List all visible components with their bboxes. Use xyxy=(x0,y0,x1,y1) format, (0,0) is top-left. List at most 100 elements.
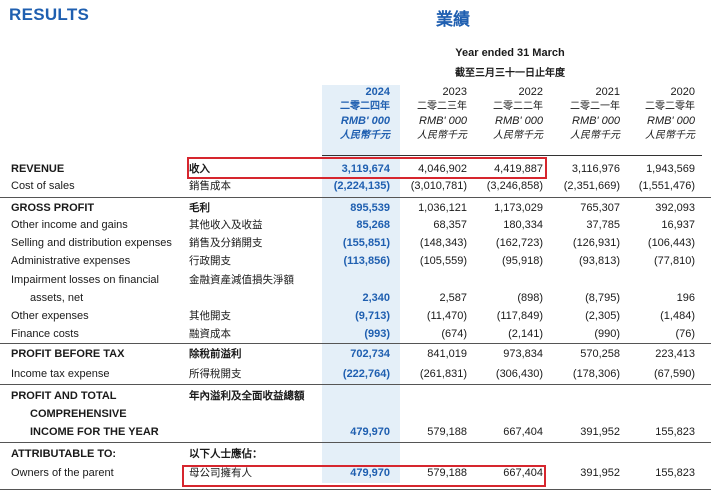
value-cell-2022: 667,404 xyxy=(503,467,543,479)
row-label-zh: 銷售及分銷開支 xyxy=(189,237,263,249)
row-label-en: assets, net xyxy=(30,292,84,304)
row-label-zh: 年內溢利及全面收益總額 xyxy=(189,390,305,402)
value-cell-2024: 895,539 xyxy=(350,202,390,214)
row-label-zh: 除稅前溢利 xyxy=(189,348,242,360)
row-label-en: Administrative expenses xyxy=(11,255,131,267)
year-header-2020: 2020 二零二零年 RMB' 000 人民幣千元 xyxy=(645,86,695,141)
value-cell-2023: 1,036,121 xyxy=(418,202,467,214)
value-cell-2024: (155,851) xyxy=(342,237,390,249)
value-cell-2024: (9,713) xyxy=(355,310,390,322)
section-title-zh: 業績 xyxy=(436,10,470,30)
period-heading-zh: 截至三月三十一日止年度 xyxy=(455,68,565,79)
row-label-zh: 毛利 xyxy=(189,202,210,214)
current-year-column-band xyxy=(322,85,400,483)
value-cell-2024: 2,340 xyxy=(362,292,390,304)
table-row: Owners of the parent 母公司擁有人 479,970 579,188… xyxy=(0,466,711,481)
value-cell-2024: (222,764) xyxy=(342,368,390,380)
value-cell-2020: 16,937 xyxy=(661,219,695,231)
value-cell-2023: 579,188 xyxy=(427,467,467,479)
value-cell-2022: (95,918) xyxy=(502,255,543,267)
value-cell-2020: 1,943,569 xyxy=(646,163,695,175)
row-divider xyxy=(0,489,711,490)
value-cell-2024: 3,119,674 xyxy=(341,163,390,175)
row-label-zh: 其他收入及收益 xyxy=(189,219,263,231)
row-label-zh: 所得稅開支 xyxy=(189,368,242,380)
value-cell-2021: (2,351,669) xyxy=(563,180,620,192)
value-cell-2023: (105,559) xyxy=(419,255,467,267)
value-cell-2020: 223,413 xyxy=(655,348,695,360)
value-cell-2022: (117,849) xyxy=(496,310,543,322)
revenue-highlight-box xyxy=(187,157,547,179)
row-label-en: COMPREHENSIVE xyxy=(30,408,127,420)
value-cell-2024: 85,268 xyxy=(356,219,390,231)
value-cell-2024: (2,224,135) xyxy=(333,180,390,192)
value-cell-2020: (77,810) xyxy=(654,255,695,267)
value-cell-2024: 479,970 xyxy=(350,426,390,438)
value-cell-2023: (3,010,781) xyxy=(410,180,467,192)
table-row: Other income and gains 其他收入及收益 85,268 68,35… xyxy=(0,218,711,233)
table-row: Cost of sales 銷售成本 (2,224,135) (3,010,781) (… xyxy=(0,179,711,194)
value-cell-2022: (898) xyxy=(517,292,543,304)
row-label-en: Income tax expense xyxy=(11,368,110,380)
value-cell-2022: 180,334 xyxy=(503,219,543,231)
row-label-en: Owners of the parent xyxy=(11,467,114,479)
row-label-en: Other expenses xyxy=(11,310,89,322)
row-label-zh: 金融資產減值損失淨額 xyxy=(189,274,294,286)
value-cell-2021: (126,931) xyxy=(572,237,620,249)
value-cell-2021: 765,307 xyxy=(580,202,620,214)
table-row: INCOME FOR THE YEAR 479,970 579,188 667,404… xyxy=(0,425,711,440)
period-heading-en: Year ended 31 March xyxy=(455,47,565,59)
value-cell-2021: (8,795) xyxy=(585,292,620,304)
row-label-en: PROFIT BEFORE TAX xyxy=(11,348,125,360)
table-row: Impairment losses on financial 金融資產減值損失淨額 xyxy=(0,273,711,288)
table-row: COMPREHENSIVE xyxy=(0,407,711,422)
value-cell-2021: 3,116,976 xyxy=(571,163,620,175)
value-cell-2023: (11,470) xyxy=(426,310,467,322)
row-divider xyxy=(0,442,711,443)
year-header-2021: 2021 二零二一年 RMB' 000 人民幣千元 xyxy=(570,86,620,141)
value-cell-2020: (1,484) xyxy=(660,310,695,322)
value-cell-2022: (306,430) xyxy=(495,368,543,380)
row-label-zh: 以下人士應佔： xyxy=(189,448,263,460)
row-label-zh: 其他開支 xyxy=(189,310,231,322)
table-row: Selling and distribution expenses 銷售及分銷開支… xyxy=(0,236,711,251)
value-cell-2023: 68,357 xyxy=(433,219,467,231)
row-label-zh: 行政開支 xyxy=(189,255,231,267)
value-cell-2021: (2,305) xyxy=(585,310,620,322)
table-row: assets, net 2,340 2,587 (898) (8,795) 196 xyxy=(0,291,711,306)
value-cell-2023: 2,587 xyxy=(439,292,467,304)
header-rule xyxy=(322,155,702,156)
value-cell-2020: (106,443) xyxy=(647,237,695,249)
value-cell-2021: (93,813) xyxy=(579,255,620,267)
row-label-zh: 母公司擁有人 xyxy=(189,467,252,479)
row-label-en: Cost of sales xyxy=(11,180,75,192)
row-label-en: GROSS PROFIT xyxy=(11,202,95,214)
value-cell-2022: 667,404 xyxy=(503,426,543,438)
value-cell-2020: 196 xyxy=(676,292,695,304)
value-cell-2024: (993) xyxy=(364,328,390,340)
value-cell-2020: (1,551,476) xyxy=(638,180,695,192)
value-cell-2024: 702,734 xyxy=(350,348,390,360)
row-divider xyxy=(0,197,711,198)
table-row: REVENUE 收入 3,119,674 4,046,902 4,419,887 3,11… xyxy=(0,162,711,177)
value-cell-2024: (113,856) xyxy=(343,255,390,267)
value-cell-2022: (162,723) xyxy=(495,237,543,249)
value-cell-2023: 841,019 xyxy=(427,348,467,360)
row-label-en: Other income and gains xyxy=(11,219,128,231)
value-cell-2021: (990) xyxy=(594,328,620,340)
value-cell-2020: 155,823 xyxy=(655,467,695,479)
owners-highlight-box xyxy=(182,465,546,487)
value-cell-2020: 155,823 xyxy=(655,426,695,438)
value-cell-2021: (178,306) xyxy=(572,368,620,380)
value-cell-2021: 37,785 xyxy=(586,219,620,231)
year-header-2024: 2024 二零二四年 RMB' 000 人民幣千元 xyxy=(340,86,390,141)
row-label-en: INCOME FOR THE YEAR xyxy=(30,426,159,438)
row-label-en: Finance costs xyxy=(11,328,79,340)
section-title-en: RESULTS xyxy=(9,5,90,24)
table-row: GROSS PROFIT 毛利 895,539 1,036,121 1,173,029 7… xyxy=(0,201,711,216)
value-cell-2020: 392,093 xyxy=(655,202,695,214)
row-label-zh: 銷售成本 xyxy=(189,180,231,192)
row-label-zh: 融資成本 xyxy=(189,328,231,340)
row-divider xyxy=(0,384,711,385)
value-cell-2023: (148,343) xyxy=(419,237,467,249)
